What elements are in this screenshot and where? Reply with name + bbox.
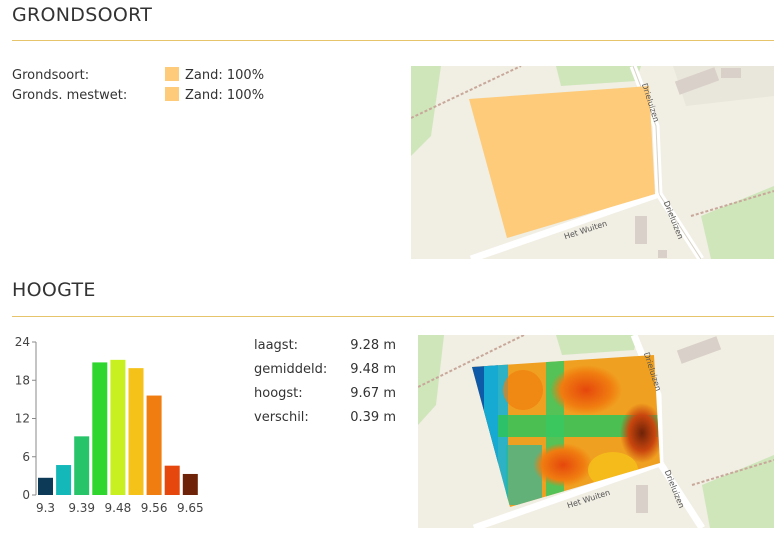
- map-green-area: [556, 66, 641, 86]
- histogram-bar: [128, 368, 144, 495]
- section-title-grondsoort: GRONDSOORT: [12, 4, 153, 26]
- y-tick-label: 0: [22, 488, 30, 502]
- grondsoort-map[interactable]: Het Wuiten Drieluizen Drieluizen: [411, 66, 774, 259]
- map-building: [636, 485, 648, 513]
- histogram-bar: [110, 359, 126, 495]
- x-tick-label: 9.39: [68, 501, 95, 515]
- histogram-bar: [38, 477, 53, 495]
- section-title-hoogte: HOOGTE: [12, 279, 96, 301]
- section-divider: [12, 40, 774, 41]
- hoogte-map[interactable]: Het Wuiten Drieluizen Drieluizen: [418, 335, 774, 528]
- map-building: [676, 336, 722, 364]
- map-path: [690, 190, 774, 217]
- histogram-bar: [92, 362, 108, 495]
- stat-hoogst-value: 9.67 m: [350, 386, 396, 401]
- histogram-bar: [74, 436, 90, 495]
- histogram-bar: [56, 465, 72, 495]
- x-tick-label: 9.48: [105, 501, 132, 515]
- gronds-mestwet-value: Zand: 100%: [185, 88, 265, 103]
- map-path: [411, 66, 522, 119]
- gronds-mestwet-label: Gronds. mestwet:: [12, 88, 128, 103]
- map-green-area: [701, 186, 774, 259]
- stat-hoogst-label: hoogst:: [254, 386, 303, 401]
- y-tick-label: 24: [15, 335, 30, 349]
- stat-verschil-value: 0.39 m: [350, 410, 396, 425]
- histogram-bar: [182, 473, 198, 495]
- stat-laagst-value: 9.28 m: [350, 338, 396, 353]
- map-path: [691, 459, 774, 486]
- y-tick-label: 6: [22, 450, 30, 464]
- map-building: [635, 216, 647, 244]
- map-road: [472, 459, 662, 528]
- grondsoort-value: Zand: 100%: [185, 68, 265, 83]
- map-green-area: [418, 335, 444, 425]
- map-building: [674, 67, 720, 95]
- histogram-bar: [146, 395, 162, 495]
- histogram-bar: [164, 465, 180, 495]
- stat-verschil-label: verschil:: [254, 410, 309, 425]
- section-divider: [12, 316, 774, 317]
- field-polygon: [469, 86, 655, 238]
- stat-laagst-label: laagst:: [254, 338, 299, 353]
- y-tick-label: 12: [15, 412, 30, 426]
- map-building: [721, 68, 741, 78]
- stat-gemiddeld-value: 9.48 m: [350, 362, 396, 377]
- x-tick-label: 9.65: [177, 501, 204, 515]
- map-building: [658, 250, 667, 258]
- y-tick-label: 18: [15, 373, 30, 387]
- x-tick-label: 9.56: [141, 501, 168, 515]
- grondsoort-label: Grondsoort:: [12, 68, 90, 83]
- x-tick-label: 9.3: [36, 501, 55, 515]
- grondsoort-swatch: [165, 67, 179, 81]
- elevation-histogram: 0 6 12 18 24 9.3 9.39 9.48 9.56 9.65: [15, 335, 204, 515]
- map-road: [469, 190, 661, 259]
- gronds-mestwet-swatch: [165, 87, 179, 101]
- map-green-area: [556, 335, 638, 355]
- map-green-area: [702, 455, 774, 528]
- stat-gemiddeld-label: gemiddeld:: [254, 362, 328, 377]
